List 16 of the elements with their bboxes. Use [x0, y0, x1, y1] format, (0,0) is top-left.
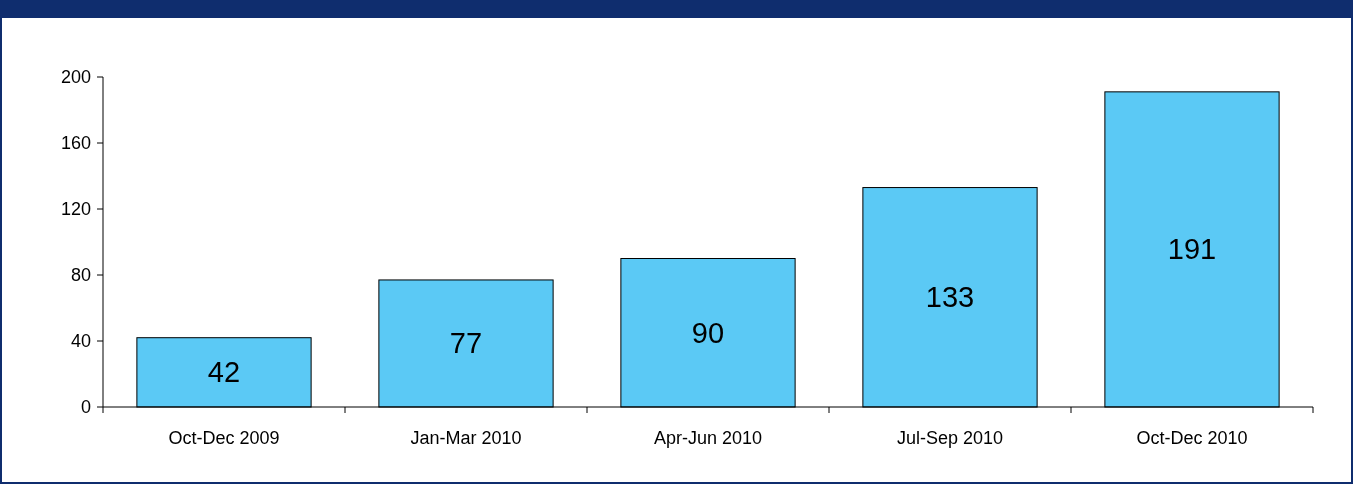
x-tick-label: Jan-Mar 2010 — [410, 428, 522, 448]
data-label: 90 — [691, 316, 725, 349]
y-tick-label: 160 — [60, 133, 91, 153]
data-label: 191 — [1167, 233, 1217, 266]
data-label: 77 — [449, 327, 483, 360]
y-tick-label: 120 — [60, 199, 91, 219]
x-tick-label: Oct-Dec 2009 — [168, 428, 280, 448]
data-label: 42 — [207, 356, 241, 389]
y-tick-label: 40 — [70, 331, 91, 351]
x-tick-label: Jul-Sep 2010 — [896, 428, 1004, 448]
y-tick-label: 0 — [80, 397, 91, 417]
x-tick-label: Oct-Dec 2010 — [1136, 428, 1248, 448]
x-tick-label: Apr-Jun 2010 — [653, 428, 763, 448]
y-tick-label: 80 — [70, 265, 91, 285]
data-label: 133 — [925, 281, 975, 314]
y-tick-label: 200 — [60, 67, 91, 87]
